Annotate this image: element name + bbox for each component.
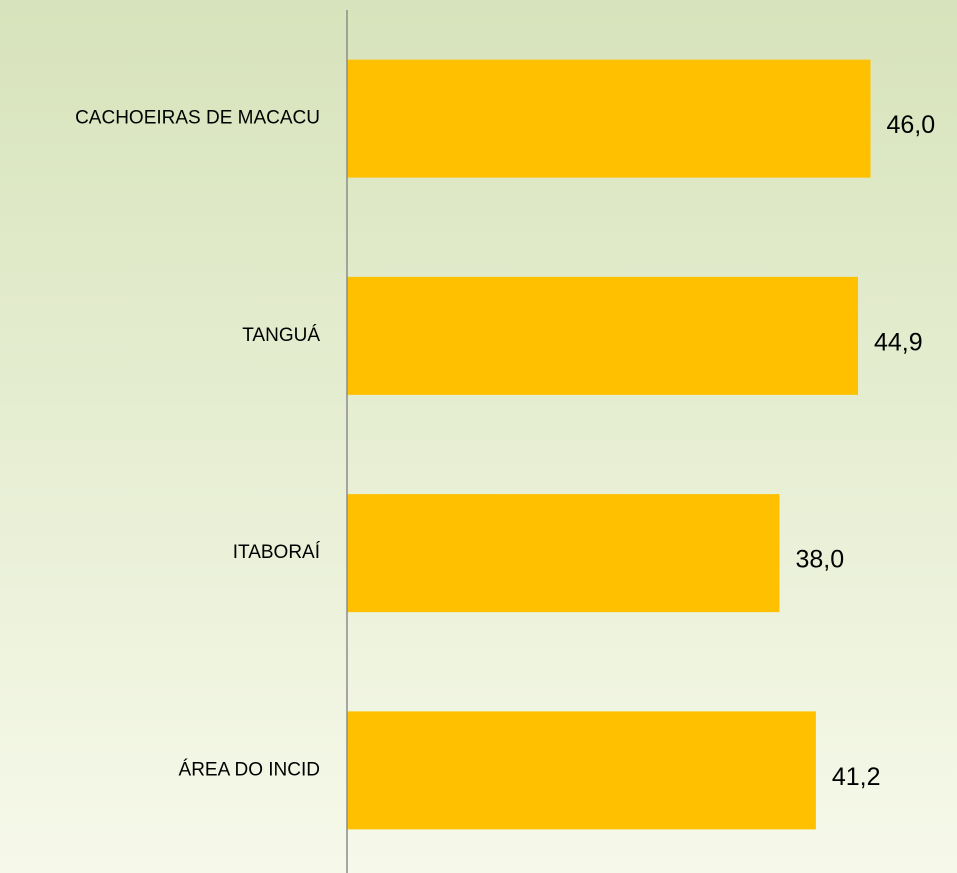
bar	[347, 494, 780, 613]
bar	[347, 59, 871, 178]
value-label: 46,0	[887, 111, 936, 139]
value-label: 44,9	[874, 328, 923, 356]
bar	[347, 711, 816, 830]
y-tick-label: ITABORAÍ	[233, 542, 321, 563]
y-tick-label: ÁREA DO INCID	[179, 759, 320, 780]
y-tick-label: CACHOEIRAS DE MACACU	[75, 108, 320, 129]
bar	[347, 276, 858, 395]
y-tick-label: TANGUÁ	[242, 325, 320, 346]
value-label: 38,0	[795, 546, 844, 574]
value-label: 41,2	[832, 763, 881, 791]
